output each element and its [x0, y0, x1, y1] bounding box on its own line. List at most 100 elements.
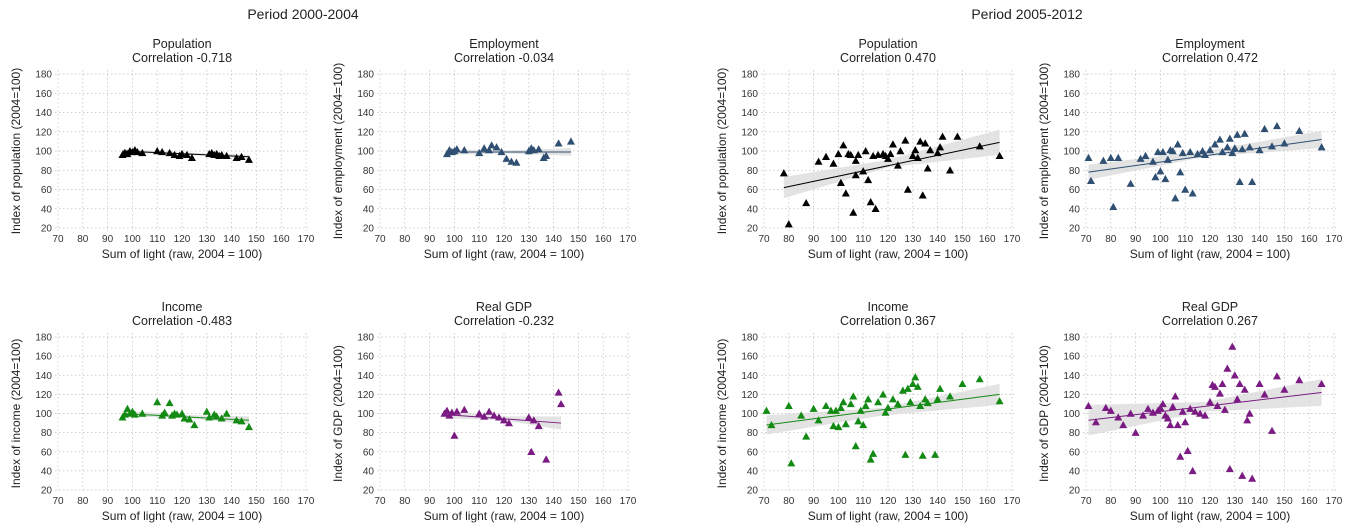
- data-point: [1114, 413, 1123, 421]
- data-point: [495, 413, 504, 421]
- x-tick-label: 100: [124, 234, 141, 245]
- y-tick-label: 180: [1063, 70, 1080, 81]
- y-tick-label: 140: [35, 108, 52, 119]
- data-point: [165, 398, 174, 407]
- y-tick-label: 180: [35, 333, 52, 344]
- y-tick-label: 120: [741, 390, 758, 401]
- x-tick-label: 100: [446, 496, 463, 507]
- data-point: [1213, 401, 1222, 410]
- data-point: [1178, 407, 1187, 415]
- y-tick-label: 140: [741, 108, 758, 119]
- x-tick-label: 140: [223, 496, 240, 507]
- y-tick-label: 180: [35, 70, 52, 81]
- data-point: [123, 404, 132, 412]
- y-tick-label: 60: [1069, 447, 1081, 458]
- x-tick-label: 80: [77, 496, 89, 507]
- data-point: [995, 151, 1004, 160]
- y-tick-label: 140: [1063, 371, 1080, 382]
- data-point: [814, 157, 823, 165]
- data-point: [187, 153, 196, 161]
- y-tick-label: 120: [35, 127, 52, 138]
- data-point: [916, 401, 925, 410]
- x-tick-label: 160: [273, 496, 290, 507]
- y-tick-label: 20: [363, 486, 375, 497]
- x-tick-label: 120: [496, 496, 513, 507]
- data-point: [1240, 385, 1249, 393]
- data-point: [908, 379, 917, 388]
- data-point: [846, 150, 855, 159]
- data-point: [797, 411, 806, 419]
- y-tick-label: 80: [41, 166, 53, 177]
- data-point: [507, 157, 516, 165]
- panel-correlation: Correlation 0.470: [840, 51, 936, 65]
- panel-title: Income: [868, 300, 909, 314]
- x-tick-label: 110: [855, 496, 871, 507]
- data-point: [460, 405, 469, 413]
- data-point: [554, 139, 563, 147]
- data-point: [1109, 202, 1118, 211]
- y-tick-label: 80: [1069, 166, 1081, 177]
- data-point: [1148, 157, 1157, 165]
- data-point: [529, 416, 538, 424]
- data-point: [822, 152, 830, 160]
- x-tick-label: 150: [248, 234, 265, 245]
- data-point: [923, 164, 932, 172]
- data-point: [829, 421, 838, 430]
- data-point: [1119, 420, 1128, 429]
- data-point: [222, 409, 231, 417]
- data-point: [836, 403, 845, 411]
- y-axis-label: Index of GDP (2004=100): [331, 345, 345, 482]
- data-point: [814, 416, 823, 424]
- data-point: [1168, 147, 1177, 155]
- data-point: [1268, 142, 1276, 150]
- y-tick-label: 40: [747, 466, 759, 477]
- x-axis-label: Sum of light (raw, 2004 = 100): [102, 509, 262, 523]
- data-point: [1191, 407, 1200, 415]
- x-tick-label: 160: [1301, 234, 1318, 245]
- x-axis-label: Sum of light (raw, 2004 = 100): [808, 509, 968, 523]
- x-tick-label: 90: [102, 496, 114, 507]
- data-point: [846, 399, 855, 408]
- y-tick-label: 160: [741, 352, 758, 363]
- data-point: [1144, 404, 1152, 412]
- data-point: [1171, 392, 1180, 400]
- data-point: [1243, 416, 1252, 424]
- data-point: [898, 386, 907, 394]
- data-point: [854, 150, 863, 159]
- data-point: [1086, 176, 1095, 185]
- y-tick-label: 40: [363, 466, 375, 477]
- x-tick-label: 130: [198, 234, 215, 245]
- data-point: [1280, 139, 1289, 147]
- y-tick-label: 60: [363, 447, 375, 458]
- x-tick-label: 90: [102, 234, 114, 245]
- fit-line: [783, 141, 1000, 189]
- confidence-band: [444, 410, 561, 430]
- y-tick-label: 120: [357, 127, 374, 138]
- y-tick-label: 80: [363, 166, 375, 177]
- data-point: [1106, 406, 1115, 414]
- x-tick-label: 170: [620, 496, 637, 507]
- x-tick-label: 80: [399, 496, 411, 507]
- data-point: [1188, 189, 1197, 197]
- data-point: [802, 432, 811, 440]
- y-tick-label: 120: [741, 127, 758, 138]
- x-tick-label: 70: [1080, 234, 1092, 245]
- data-point: [918, 191, 927, 199]
- data-point: [217, 150, 226, 159]
- y-tick-label: 60: [41, 185, 53, 196]
- data-point: [542, 455, 551, 463]
- y-tick-label: 40: [41, 204, 53, 215]
- data-point: [475, 148, 484, 157]
- y-tick-label: 140: [741, 371, 758, 382]
- y-axis-label: Index of employment (2004=100): [1037, 63, 1051, 239]
- data-point: [1201, 150, 1210, 159]
- data-point: [138, 148, 147, 157]
- x-tick-label: 140: [1251, 234, 1268, 245]
- data-point: [1158, 399, 1167, 408]
- data-point: [861, 401, 870, 410]
- x-tick-label: 120: [174, 234, 191, 245]
- data-point: [802, 198, 811, 207]
- data-point: [212, 412, 221, 420]
